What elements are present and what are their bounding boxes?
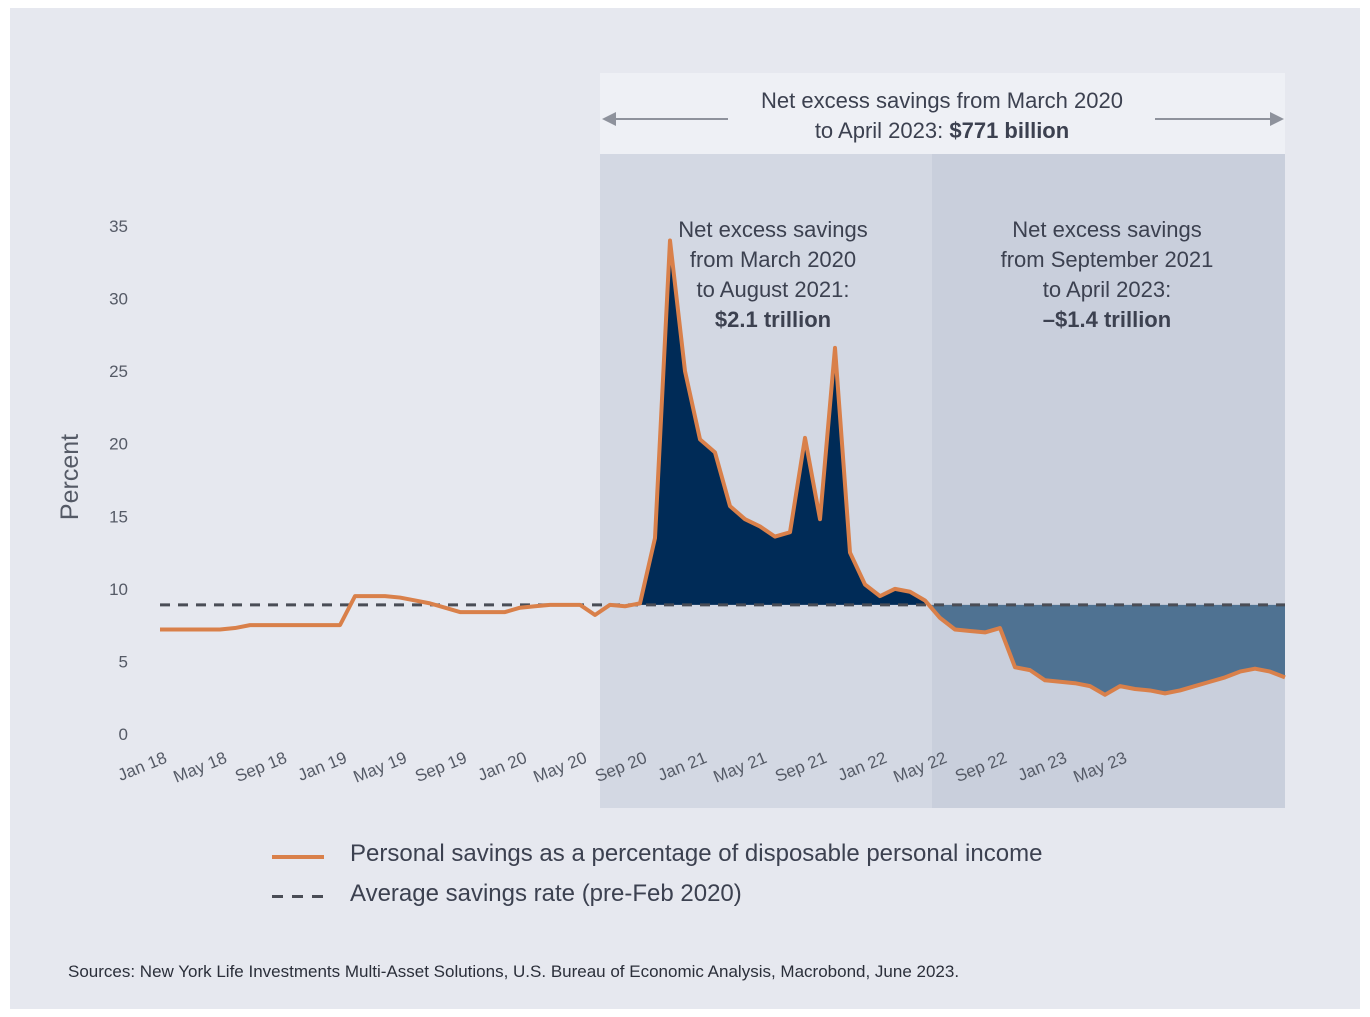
y-tick-label: 20	[109, 435, 128, 454]
y-tick-label: 30	[109, 290, 128, 309]
y-axis-ticks: 0 5 10 15 20 25 30 35	[109, 217, 128, 744]
y-tick-label: 25	[109, 362, 128, 381]
x-tick-label: Sep 19	[412, 748, 469, 786]
x-tick-label: Jan 20	[475, 748, 529, 785]
svg-text:to April 2023:: to April 2023:	[1043, 277, 1171, 302]
x-tick-label: Jan 18	[115, 748, 169, 785]
legend-solid-swatch	[272, 855, 324, 859]
x-tick-label: May 19	[351, 748, 410, 787]
y-tick-label: 35	[109, 217, 128, 236]
y-axis-label: Percent	[56, 434, 84, 520]
y-tick-label: 15	[109, 507, 128, 526]
total-header-band	[600, 73, 1285, 154]
svg-text:to August 2021:: to August 2021:	[697, 277, 850, 302]
header-arrowhead-right	[1270, 112, 1284, 126]
excess-savings-areas	[640, 240, 1285, 695]
total-annotation-line1: Net excess savings from March 2020	[761, 88, 1123, 113]
x-tick-label: Jan 19	[295, 748, 349, 785]
legend-item-savings-rate: Personal savings as a percentage of disp…	[350, 840, 1043, 867]
y-tick-label: 0	[119, 725, 128, 744]
total-annotation-line2: to April 2023: $771 billion	[815, 118, 1069, 143]
svg-text:Net excess savings: Net excess savings	[1012, 217, 1202, 242]
period2-annotation: Net excess savings from September 2021 t…	[1001, 217, 1214, 332]
x-tick-label: May 18	[171, 748, 230, 787]
savings-rate-line	[160, 238, 1286, 697]
svg-text:–$1.4 trillion: –$1.4 trillion	[1043, 307, 1171, 332]
svg-text:Net excess savings: Net excess savings	[678, 217, 868, 242]
legend-item-average-rate: Average savings rate (pre-Feb 2020)	[350, 880, 742, 907]
svg-text:$2.1 trillion: $2.1 trillion	[715, 307, 831, 332]
y-tick-label: 10	[109, 580, 128, 599]
svg-text:from March 2020: from March 2020	[690, 247, 856, 272]
period2-band	[932, 154, 1285, 808]
period1-annotation: Net excess savings from March 2020 to Au…	[678, 217, 868, 332]
x-tick-label: May 20	[531, 748, 590, 787]
source-note: Sources: New York Life Investments Multi…	[68, 962, 960, 981]
period1-band	[600, 154, 932, 808]
negative-excess-area	[925, 600, 1285, 695]
header-arrowhead-left	[602, 112, 616, 126]
chart-frame: 0 5 10 15 20 25 30 35 Jan 18 May 18 Sep 18 Jan 19 M…	[10, 8, 1360, 1009]
svg-text:from September 2021: from September 2021	[1001, 247, 1214, 272]
y-tick-label: 5	[119, 652, 128, 671]
legend-dashed-swatch	[272, 895, 324, 898]
positive-excess-area	[640, 240, 925, 605]
x-tick-label: Sep 18	[232, 748, 289, 786]
